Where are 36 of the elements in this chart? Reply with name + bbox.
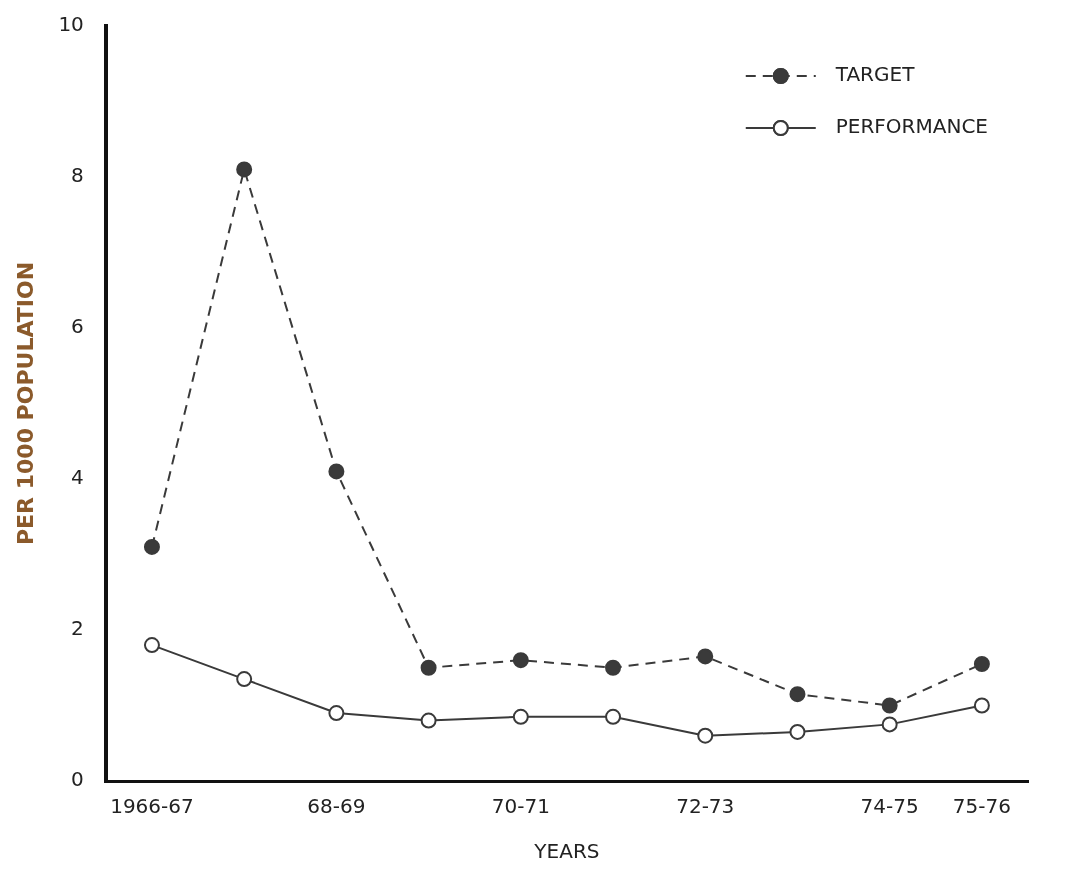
legend-label: TARGET [834,62,916,87]
y-tick-label: 6 [71,314,84,339]
point [420,659,437,676]
y-tick-label: 8 [71,163,84,188]
y-tick-label: 4 [71,465,84,490]
point [512,708,529,725]
point [697,727,714,744]
point [789,686,806,703]
point [973,655,990,672]
point [697,648,714,665]
x-tick-label: 68-69 [307,794,366,819]
point [236,161,253,178]
y-tick-label: 2 [71,616,84,641]
point [881,716,898,733]
point [328,463,345,480]
x-tick-label: 72-73 [676,794,735,819]
point [789,723,806,740]
point [236,671,253,688]
point [143,637,160,654]
point [143,538,160,555]
x-tick-label: 1966-67 [110,794,194,819]
point [881,697,898,714]
point [420,712,437,729]
point [328,705,345,722]
legend-label: PERFORMANCE [835,114,989,139]
x-tick-label: 74-75 [860,794,919,819]
x-tick-label: 70-71 [491,794,550,819]
point [512,652,529,669]
point [605,659,622,676]
x-tick-label: 75-76 [952,794,1011,819]
x-axis-title: YEARS [533,839,600,864]
y-tick-label: 0 [71,767,84,792]
y-tick-label: 10 [58,12,84,37]
point [973,697,990,714]
y-axis-title: PER 1000 POPULATION [12,261,38,546]
point [605,708,622,725]
